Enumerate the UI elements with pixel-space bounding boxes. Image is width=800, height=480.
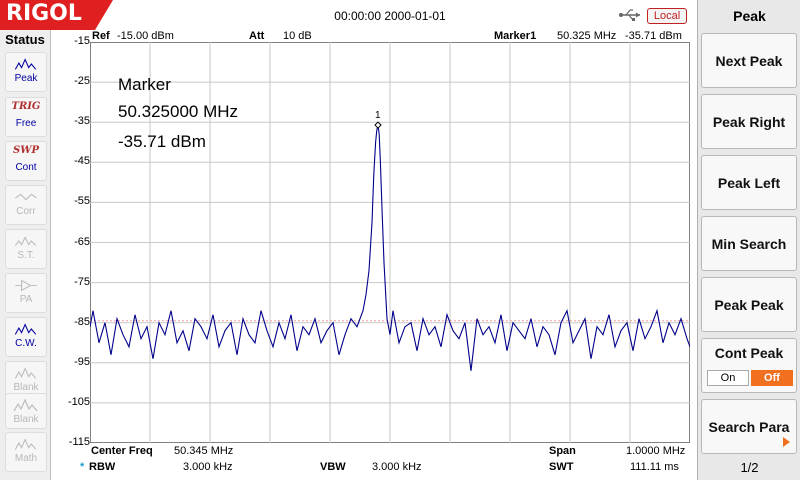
center-freq-value: 50.345 MHz (174, 445, 234, 457)
rbw-manual-indicator: * (80, 461, 85, 473)
y-tick-label: -115 (68, 436, 90, 448)
swt-label: SWT (549, 461, 574, 473)
status-corr[interactable]: Corr (5, 185, 47, 225)
peak-peak-button[interactable]: Peak Peak (701, 277, 797, 332)
status-sweep[interactable]: SWP Cont (5, 141, 47, 181)
marker-readout-amp: -35.71 dBm (625, 30, 682, 42)
status-peak-label: Peak (14, 73, 38, 84)
ref-label: Ref (92, 30, 110, 42)
ref-level-value: -15.00 dBm (117, 30, 174, 42)
cont-peak-toggle[interactable]: On Off (707, 370, 793, 386)
min-search-button[interactable]: Min Search (701, 216, 797, 271)
status-sweep-label: Cont (15, 162, 37, 173)
rigol-logo (0, 0, 113, 30)
datetime-display: 00:00:00 2000-01-01 (334, 9, 446, 23)
vbw-label: VBW (320, 461, 346, 473)
spectrum-trace-canvas: 1 (90, 42, 690, 443)
y-tick-label: -75 (74, 275, 90, 288)
search-para-label: Search Para (708, 419, 790, 435)
y-tick-label: -45 (74, 155, 90, 168)
marker-readout-freq: 50.325 MHz (557, 30, 617, 42)
marker-readout-label: Marker1 (494, 30, 537, 42)
status-st-label: S.T. (17, 250, 35, 261)
status-blank-label: Blank (13, 414, 39, 425)
status-peak[interactable]: Peak (5, 52, 47, 92)
logo-text: RIGOL (6, 1, 82, 26)
y-tick-label: -25 (74, 75, 90, 88)
swp-icon: SWP (13, 145, 39, 156)
rbw-value: 3.000 kHz (183, 461, 233, 473)
pa-icon (15, 279, 37, 292)
attenuation-value: 10 dB (283, 30, 312, 42)
math-icon (14, 438, 37, 450)
status-corr-label: Corr (16, 206, 36, 217)
marker-box-freq: 50.325000 MHz (118, 102, 239, 121)
spectrum-trace (90, 124, 690, 371)
next-peak-button[interactable]: Next Peak (701, 33, 797, 88)
marker-1-number: 1 (375, 110, 381, 121)
status-trig-label: Free (15, 118, 37, 129)
min-search-label: Min Search (711, 236, 787, 252)
cont-peak-on-option[interactable]: On (707, 370, 749, 386)
remote-status-badge: Local (647, 8, 687, 24)
peak-right-button[interactable]: Peak Right (701, 94, 797, 149)
y-tick-label: -65 (74, 235, 90, 248)
softkey-menu: Peak Next Peak Peak Right Peak Left Min … (697, 0, 800, 480)
cw-icon (14, 323, 37, 335)
rbw-label: RBW (89, 461, 116, 473)
y-tick-label: -85 (74, 315, 90, 328)
cont-peak-label: Cont Peak (714, 345, 784, 361)
y-tick-label: -15 (74, 35, 90, 47)
status-cw[interactable]: C.W. (5, 317, 47, 357)
marker-1-diamond[interactable] (374, 121, 382, 129)
vbw-value: 3.000 kHz (372, 461, 422, 473)
marker-box-title: Marker (118, 75, 171, 94)
span-value: 1.0000 MHz (626, 445, 686, 457)
cont-peak-button[interactable]: Cont Peak On Off (701, 338, 797, 393)
search-para-button[interactable]: Search Para (701, 399, 797, 454)
y-tick-label: -105 (67, 395, 90, 408)
next-peak-label: Next Peak (715, 53, 783, 69)
status-math-label: Math (14, 453, 38, 464)
swt-value: 111.11 ms (630, 461, 679, 473)
menu-title: Peak (733, 8, 766, 24)
title-bar (0, 0, 696, 30)
att-label: Att (249, 30, 265, 42)
marker-box-amp: -35.71 dBm (118, 132, 206, 151)
blank-icon (14, 367, 37, 379)
trig-icon: TRIG (11, 101, 41, 112)
status-cw-label: C.W. (15, 338, 37, 349)
status-trig[interactable]: TRIG Free (5, 97, 47, 137)
y-tick-label: -35 (74, 115, 90, 128)
status-title: Status (5, 32, 45, 47)
status-blank-2[interactable]: Blank (5, 393, 47, 429)
status-math[interactable]: Math (5, 432, 47, 472)
span-label: Span (549, 445, 576, 457)
status-pa[interactable]: PA (5, 273, 47, 313)
center-freq-label: Center Freq (91, 445, 153, 457)
status-pa-label: PA (19, 294, 33, 305)
peak-peak-label: Peak Peak (714, 297, 784, 313)
submenu-arrow-icon (783, 437, 790, 447)
peak-left-label: Peak Left (717, 175, 781, 191)
peak-left-button[interactable]: Peak Left (701, 155, 797, 210)
y-tick-label: -55 (74, 195, 90, 208)
cont-peak-off-option[interactable]: Off (751, 370, 793, 386)
peak-icon (14, 58, 37, 70)
peak-right-label: Peak Right (712, 114, 786, 130)
st-icon (14, 236, 37, 246)
status-st[interactable]: S.T. (5, 229, 47, 269)
menu-page-indicator: 1/2 (740, 460, 759, 475)
blank-icon (13, 398, 38, 412)
usb-icon (619, 9, 640, 21)
corr-icon (15, 193, 37, 201)
status-blank-label: Blank (13, 382, 39, 393)
y-tick-label: -95 (74, 355, 90, 368)
